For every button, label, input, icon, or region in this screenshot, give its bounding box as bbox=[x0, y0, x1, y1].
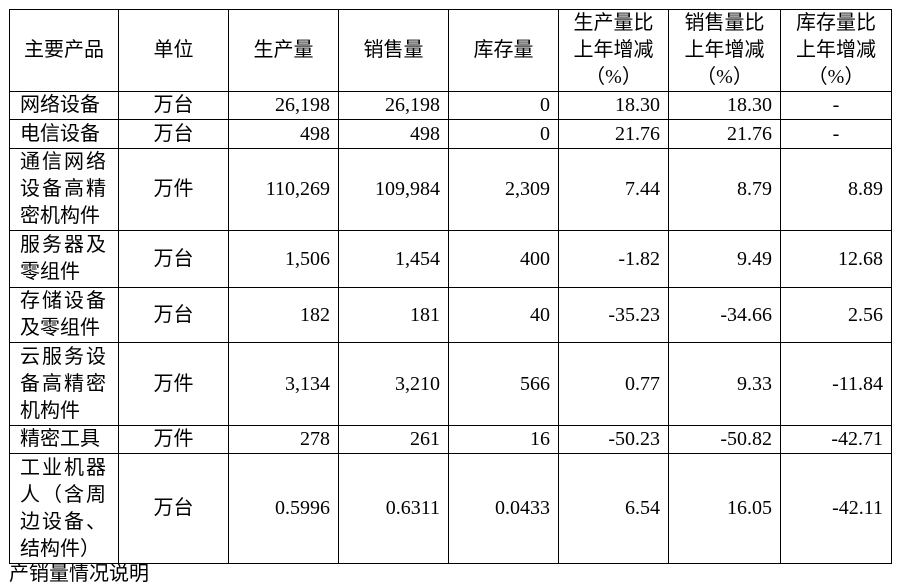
header-cell: 库存量比上年增减（%） bbox=[780, 9, 892, 92]
unit-cell: 万台 bbox=[118, 91, 229, 120]
table-row: 通信网络设备高精密机构件 万件 110,269 109,984 2,309 7.44 8.7… bbox=[9, 148, 892, 231]
value-cell: 261 bbox=[338, 425, 449, 454]
value-cell: -42.71 bbox=[780, 425, 892, 454]
value-cell: -11.84 bbox=[780, 342, 892, 426]
value-cell: -42.11 bbox=[780, 453, 892, 564]
header-cell: 销售量比上年增减（%） bbox=[668, 9, 781, 92]
unit-cell: 万台 bbox=[118, 287, 229, 343]
product-name-text: 精密工具 bbox=[20, 428, 100, 450]
product-name: 电信设备 bbox=[9, 119, 119, 149]
value-cell: 16 bbox=[448, 425, 559, 454]
value-cell: -34.66 bbox=[668, 287, 781, 343]
value-cell: 2,309 bbox=[448, 148, 559, 231]
value-cell: 110,269 bbox=[228, 148, 339, 231]
product-name: 通信网络设备高精密机构件 bbox=[9, 148, 119, 231]
value-cell: 21.76 bbox=[668, 119, 781, 149]
product-name: 网络设备 bbox=[9, 91, 119, 120]
unit-cell: 万台 bbox=[118, 230, 229, 288]
value-cell: -50.82 bbox=[668, 425, 781, 454]
value-cell: 0 bbox=[448, 119, 559, 149]
value-cell: 40 bbox=[448, 287, 559, 343]
unit-cell: 万件 bbox=[118, 148, 229, 231]
table-row: 服务器及零组件 万台 1,506 1,454 400 -1.82 9.49 12.68 bbox=[9, 230, 892, 288]
value-cell: 26,198 bbox=[338, 91, 449, 120]
table-row: 云服务设备高精密机构件 万件 3,134 3,210 566 0.77 9.33 -11.84 bbox=[9, 342, 892, 426]
value-cell: 109,984 bbox=[338, 148, 449, 231]
header-cell: 单位 bbox=[118, 9, 229, 92]
value-cell: 3,210 bbox=[338, 342, 449, 426]
unit-cell: 万件 bbox=[118, 342, 229, 426]
value-cell: 21.76 bbox=[558, 119, 669, 149]
unit-cell: 万件 bbox=[118, 425, 229, 454]
header-cell: 主要产品 bbox=[9, 9, 119, 92]
value-cell: 8.79 bbox=[668, 148, 781, 231]
product-name: 存储设备及零组件 bbox=[9, 287, 119, 343]
table-row: 存储设备及零组件 万台 182 181 40 -35.23 -34.66 2.56 bbox=[9, 287, 892, 343]
product-name: 精密工具 bbox=[9, 425, 119, 454]
product-name-text: 云服务设备高精密机构件 bbox=[20, 345, 106, 422]
product-name: 云服务设备高精密机构件 bbox=[9, 342, 119, 426]
header-row: 主要产品 单位 生产量 销售量 库存量 生产量比上年增减（%） 销售量比上年增减（%） 库存量… bbox=[9, 9, 892, 92]
page: 主要产品 单位 生产量 销售量 库存量 生产量比上年增减（%） 销售量比上年增减（%） 库存量… bbox=[9, 9, 892, 585]
product-name-text: 服务器及零组件 bbox=[20, 234, 106, 283]
value-cell: 2.56 bbox=[780, 287, 892, 343]
value-cell: 9.49 bbox=[668, 230, 781, 288]
value-cell: 16.05 bbox=[668, 453, 781, 564]
product-name-text: 电信设备 bbox=[20, 122, 100, 145]
value-cell: 566 bbox=[448, 342, 559, 426]
value-cell: 0 bbox=[448, 91, 559, 120]
production-table: 主要产品 单位 生产量 销售量 库存量 生产量比上年增减（%） 销售量比上年增减（%） 库存量… bbox=[9, 9, 892, 564]
value-cell: 0.0433 bbox=[448, 453, 559, 564]
value-cell: 1,454 bbox=[338, 230, 449, 288]
product-name: 工业机器人（含周边设备、结构件） bbox=[9, 453, 119, 564]
product-name: 服务器及零组件 bbox=[9, 230, 119, 288]
product-name-text: 通信网络设备高精密机构件 bbox=[20, 151, 106, 227]
value-cell: 9.33 bbox=[668, 342, 781, 426]
header-cell: 库存量 bbox=[448, 9, 559, 92]
value-cell: 18.30 bbox=[558, 91, 669, 120]
table-row: 工业机器人（含周边设备、结构件） 万台 0.5996 0.6311 0.0433 6.54… bbox=[9, 453, 892, 564]
value-cell: 0.5996 bbox=[228, 453, 339, 564]
value-cell: 7.44 bbox=[558, 148, 669, 231]
unit-cell: 万台 bbox=[118, 119, 229, 149]
value-cell: 400 bbox=[448, 230, 559, 288]
product-name-text: 存储设备及零组件 bbox=[20, 290, 106, 339]
header-cell: 生产量比上年增减（%） bbox=[558, 9, 669, 92]
table-body: 网络设备 万台 26,198 26,198 0 18.30 18.30- 电信设备 万台 498 4… bbox=[9, 91, 892, 564]
value-cell: 181 bbox=[338, 287, 449, 343]
value-cell: - bbox=[780, 119, 892, 149]
value-cell: 18.30 bbox=[668, 91, 781, 120]
value-cell: 3,134 bbox=[228, 342, 339, 426]
value-cell: 0.77 bbox=[558, 342, 669, 426]
table-row: 网络设备 万台 26,198 26,198 0 18.30 18.30- bbox=[9, 91, 892, 120]
value-cell: 8.89 bbox=[780, 148, 892, 231]
table-row: 精密工具 万件 278 261 16 -50.23 -50.82 -42.71 bbox=[9, 425, 892, 454]
value-cell: 278 bbox=[228, 425, 339, 454]
product-name-text: 工业机器人（含周边设备、结构件） bbox=[20, 456, 106, 560]
value-cell: 6.54 bbox=[558, 453, 669, 564]
value-cell: -1.82 bbox=[558, 230, 669, 288]
value-cell: 1,506 bbox=[228, 230, 339, 288]
value-cell: -35.23 bbox=[558, 287, 669, 343]
value-cell: 26,198 bbox=[228, 91, 339, 120]
value-cell: -50.23 bbox=[558, 425, 669, 454]
value-cell: 0.6311 bbox=[338, 453, 449, 564]
value-cell: 182 bbox=[228, 287, 339, 343]
value-cell: - bbox=[780, 91, 892, 120]
note: 产销量情况说明 bbox=[9, 563, 149, 585]
value-cell: 498 bbox=[228, 119, 339, 149]
value-cell: 498 bbox=[338, 119, 449, 149]
value-cell: 12.68 bbox=[780, 230, 892, 288]
unit-cell: 万台 bbox=[118, 453, 229, 564]
header-cell: 销售量 bbox=[338, 9, 449, 92]
table-row: 电信设备 万台 498 498 0 21.76 21.76- bbox=[9, 119, 892, 149]
product-name-text: 网络设备 bbox=[20, 94, 100, 116]
header-cell: 生产量 bbox=[228, 9, 339, 92]
